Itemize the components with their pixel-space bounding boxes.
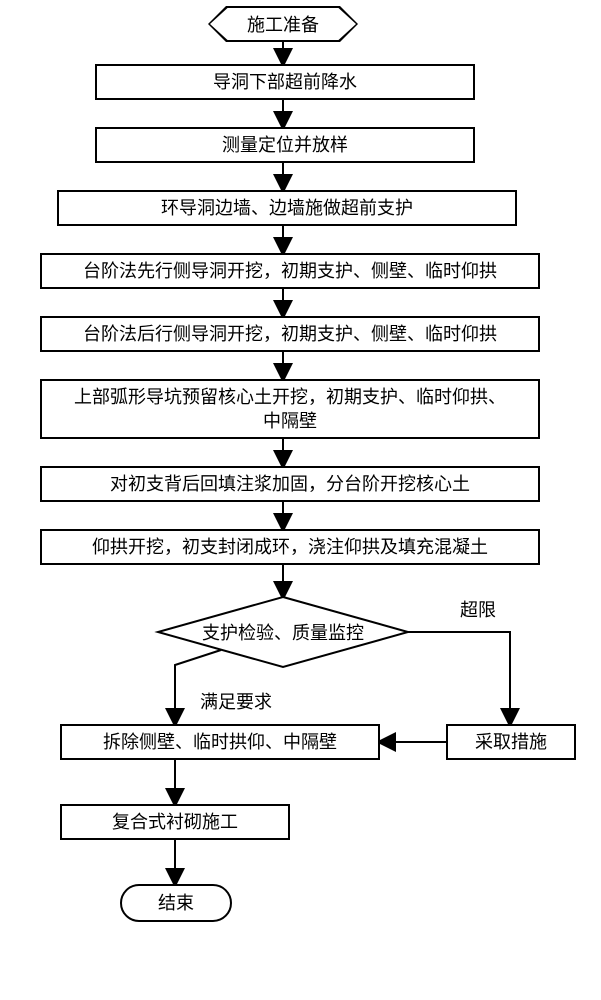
process-step-9-label: 拆除侧壁、临时拱仰、中隔壁 xyxy=(103,730,337,754)
edge-label-satisfy: 满足要求 xyxy=(200,688,272,714)
process-step-6-label: 上部弧形导坑预留核心土开挖，初期支护、临时仰拱、 中隔壁 xyxy=(74,385,506,434)
flowchart-container: 施工准备 导洞下部超前降水 测量定位并放样 环导洞边墙、边墙施做超前支护 台阶法… xyxy=(0,0,601,1000)
decision-node: 支护检验、质量监控 xyxy=(158,597,408,667)
process-step-7-label: 对初支背后回填注浆加固，分台阶开挖核心土 xyxy=(110,472,470,496)
start-node-label: 施工准备 xyxy=(247,11,319,37)
process-step-5: 台阶法后行侧导洞开挖，初期支护、侧壁、临时仰拱 xyxy=(40,316,540,352)
process-step-8: 仰拱开挖，初支封闭成环，浇注仰拱及填充混凝土 xyxy=(40,529,540,565)
edge-label-satisfy-text: 满足要求 xyxy=(200,692,272,712)
edge-label-exceed-text: 超限 xyxy=(460,600,496,620)
process-step-2: 测量定位并放样 xyxy=(95,127,475,163)
process-step-11: 复合式衬砌施工 xyxy=(60,804,290,840)
process-step-10-label: 采取措施 xyxy=(475,730,547,754)
start-node: 施工准备 xyxy=(210,8,356,40)
process-step-9: 拆除侧壁、临时拱仰、中隔壁 xyxy=(60,724,380,760)
decision-node-label: 支护检验、质量监控 xyxy=(202,619,364,645)
end-node-label: 结束 xyxy=(158,891,194,915)
process-step-4-label: 台阶法先行侧导洞开挖，初期支护、侧壁、临时仰拱 xyxy=(83,259,497,283)
process-step-3-label: 环导洞边墙、边墙施做超前支护 xyxy=(161,196,413,220)
process-step-1: 导洞下部超前降水 xyxy=(95,64,475,100)
edge-label-exceed: 超限 xyxy=(460,596,496,622)
process-step-6: 上部弧形导坑预留核心土开挖，初期支护、临时仰拱、 中隔壁 xyxy=(40,379,540,439)
process-step-4: 台阶法先行侧导洞开挖，初期支护、侧壁、临时仰拱 xyxy=(40,253,540,289)
end-node: 结束 xyxy=(120,884,232,922)
process-step-2-label: 测量定位并放样 xyxy=(222,133,348,157)
process-step-8-label: 仰拱开挖，初支封闭成环，浇注仰拱及填充混凝土 xyxy=(92,535,488,559)
process-step-5-label: 台阶法后行侧导洞开挖，初期支护、侧壁、临时仰拱 xyxy=(83,322,497,346)
process-step-7: 对初支背后回填注浆加固，分台阶开挖核心土 xyxy=(40,466,540,502)
process-step-11-label: 复合式衬砌施工 xyxy=(112,810,238,834)
process-step-10: 采取措施 xyxy=(446,724,576,760)
process-step-3: 环导洞边墙、边墙施做超前支护 xyxy=(57,190,517,226)
process-step-1-label: 导洞下部超前降水 xyxy=(213,70,357,94)
